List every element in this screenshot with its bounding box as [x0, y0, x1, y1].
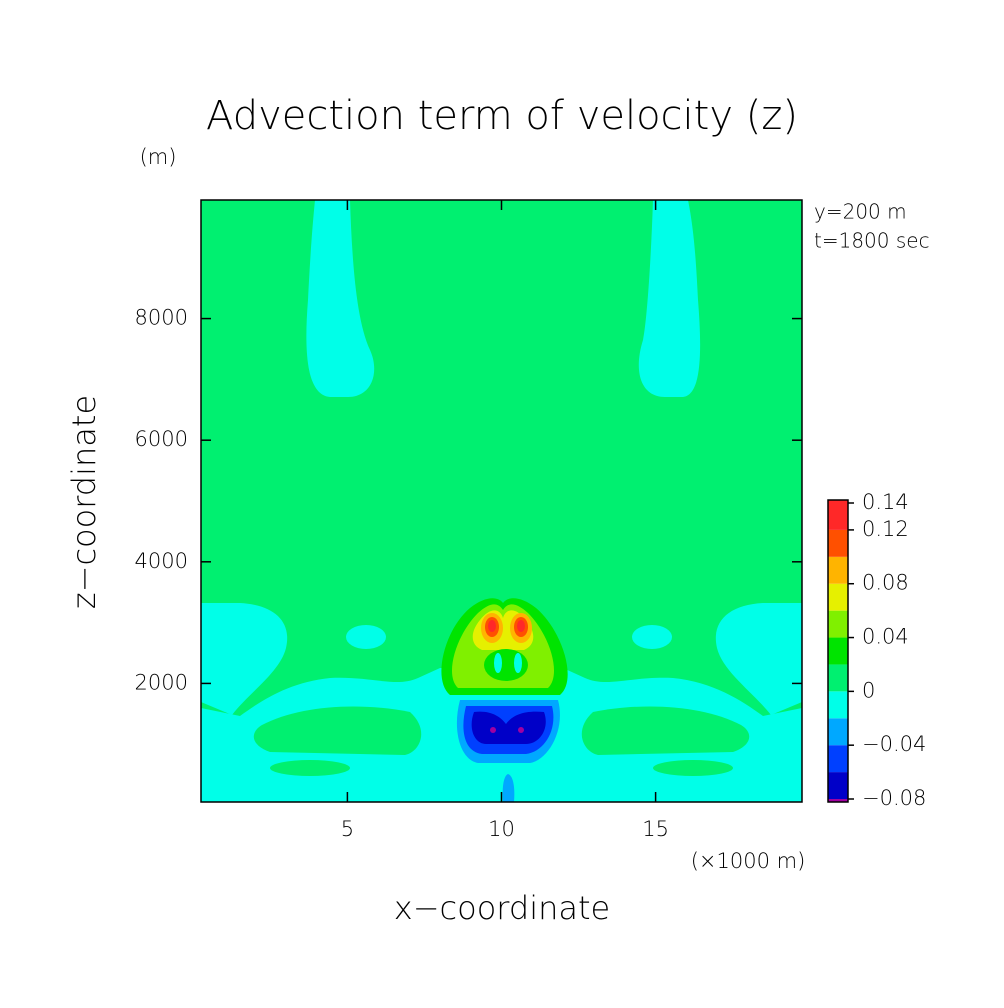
- colorbar-band: [828, 610, 848, 638]
- colorbar-under: [828, 799, 848, 802]
- y-axis-label: z−coordinate: [65, 395, 103, 609]
- colorbar-band: [828, 583, 848, 611]
- x-tick-label: 10: [488, 817, 515, 841]
- x-tick-label: 5: [341, 817, 354, 841]
- y-tick-label: 6000: [135, 427, 188, 451]
- y-tick-label: 2000: [135, 670, 188, 694]
- colorbar-top: [828, 500, 848, 503]
- y-tick-label: 8000: [135, 306, 188, 330]
- contour-region: [514, 653, 522, 673]
- contour-region: [653, 760, 733, 776]
- contour-region: [488, 620, 496, 632]
- colorbar-tick-label: 0.08: [862, 571, 909, 595]
- x-tick-label: 15: [642, 817, 669, 841]
- contour-region: [471, 711, 546, 744]
- contour-region: [632, 625, 672, 649]
- contour-region: [638, 200, 701, 397]
- colorbar-band: [828, 503, 848, 530]
- colorbar-band: [828, 556, 848, 584]
- chart-title: Advection term of velocity (z): [206, 93, 798, 139]
- colorbar-band: [828, 637, 848, 665]
- contour-field: [201, 200, 802, 802]
- y-tick-label: 4000: [135, 549, 188, 573]
- annotation: t=1800 sec: [814, 229, 930, 253]
- contour-region: [715, 603, 802, 715]
- contour-region: [306, 200, 375, 397]
- colorbar-tick-label: −0.04: [862, 732, 926, 756]
- contour-region: [494, 653, 502, 673]
- contour-region: [201, 603, 288, 715]
- colorbar-band: [828, 718, 848, 746]
- y-unit: (m): [140, 145, 177, 169]
- colorbar-tick-label: 0.04: [862, 625, 909, 649]
- contour-region: [518, 727, 524, 733]
- contour-region: [270, 760, 350, 776]
- contour-region: [502, 774, 515, 802]
- contour-region: [490, 727, 496, 733]
- contour-region: [253, 706, 422, 755]
- colorbar-tick-label: 0: [862, 678, 875, 702]
- colorbar-band: [828, 664, 848, 692]
- colorbar-tick-label: −0.08: [862, 786, 926, 810]
- colorbar-band: [828, 772, 848, 799]
- x-axis-label: x−coordinate: [394, 889, 610, 927]
- colorbar-tick-label: 0.12: [862, 517, 909, 541]
- colorbar-tick-label: 0.14: [862, 490, 909, 514]
- colorbar-band: [828, 529, 848, 557]
- colorbar-band: [828, 691, 848, 719]
- contour-region: [346, 625, 386, 649]
- contour-region: [581, 706, 750, 755]
- colorbar-frame: [827, 499, 849, 803]
- colorbar-band: [828, 745, 848, 773]
- contour-region: [517, 620, 525, 632]
- x-unit: (×1000 m): [691, 849, 806, 873]
- annotation: y=200 m: [814, 200, 907, 224]
